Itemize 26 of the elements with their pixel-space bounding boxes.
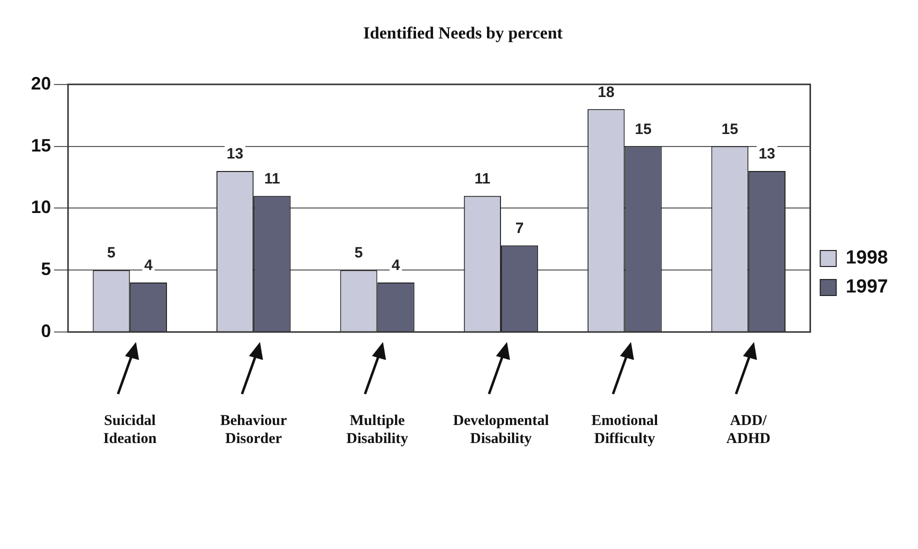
x-tick-label: Developmental Disability (453, 412, 549, 447)
y-tick-label: 10 (30, 197, 52, 218)
data-label: 15 (721, 120, 738, 138)
data-label: 4 (392, 257, 401, 274)
data-label: 11 (474, 170, 490, 188)
data-label: 15 (634, 120, 652, 138)
data-label: 18 (598, 84, 614, 101)
data-label: 13 (758, 146, 776, 163)
data-label: 13 (226, 146, 244, 163)
legend-label: 1997 (846, 276, 888, 298)
x-tick-label: Emotional Difficulty (591, 412, 658, 447)
y-tick-label: 0 (41, 320, 52, 341)
y-tick-label: 20 (30, 73, 52, 94)
x-tick-label: Behaviour Disorder (220, 412, 288, 447)
x-tick-label: Suicidal Ideation (103, 412, 158, 447)
data-label: 5 (107, 244, 116, 262)
y-tick-label: 15 (30, 135, 52, 156)
data-label: 4 (144, 257, 154, 274)
chart-title: Identified Needs by percent (363, 24, 564, 43)
x-tick-label: ADD/ ADHD (726, 412, 771, 447)
legend-label: 1998 (846, 248, 888, 269)
y-tick-label: 5 (41, 259, 52, 280)
x-tick-label: Multiple Disability (346, 412, 409, 447)
data-label: 7 (515, 220, 524, 237)
data-label: 5 (354, 244, 363, 262)
data-label: 11 (264, 170, 280, 188)
